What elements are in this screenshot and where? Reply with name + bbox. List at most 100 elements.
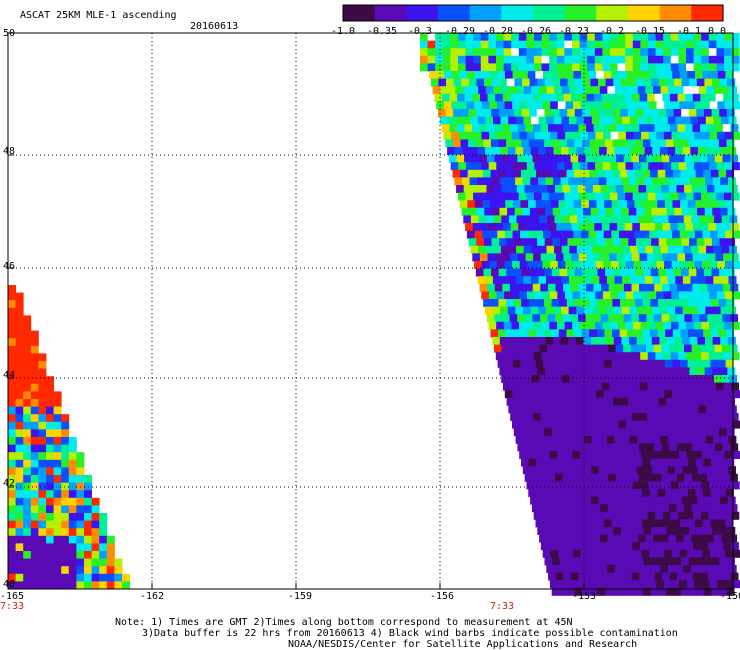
data-cell xyxy=(617,63,626,72)
data-cell xyxy=(697,367,705,376)
data-cell xyxy=(518,33,527,41)
data-cell xyxy=(568,435,577,444)
data-cell xyxy=(568,306,577,315)
data-cell xyxy=(687,489,696,497)
data-cell xyxy=(622,276,631,285)
data-cell xyxy=(685,413,693,421)
data-cell xyxy=(645,504,654,513)
data-cell xyxy=(670,382,679,391)
data-cell xyxy=(15,581,24,590)
data-cell xyxy=(635,587,644,596)
data-cell xyxy=(702,549,711,558)
data-cell xyxy=(528,329,537,338)
data-cell xyxy=(620,428,629,437)
data-cell xyxy=(637,306,645,315)
data-cell xyxy=(519,101,528,110)
data-cell xyxy=(679,420,688,429)
data-cell xyxy=(558,230,567,239)
data-cell xyxy=(711,587,720,596)
data-cell xyxy=(526,192,535,201)
data-cell xyxy=(658,268,667,277)
data-cell xyxy=(572,261,581,269)
data-cell xyxy=(640,48,649,57)
data-cell xyxy=(625,321,634,330)
data-cell xyxy=(577,375,586,383)
data-cell xyxy=(642,458,651,467)
data-cell xyxy=(582,428,591,437)
data-cell xyxy=(99,551,108,559)
data-cell xyxy=(607,405,616,414)
data-cell xyxy=(597,109,606,117)
data-cell xyxy=(531,116,539,125)
data-cell xyxy=(726,329,734,338)
data-cell xyxy=(671,580,680,589)
data-cell xyxy=(719,268,728,277)
data-cell xyxy=(580,101,589,110)
data-cell xyxy=(696,428,705,437)
data-cell xyxy=(679,519,688,528)
data-cell xyxy=(531,405,540,414)
data-cell xyxy=(587,192,596,201)
data-cell xyxy=(558,200,567,209)
data-cell xyxy=(661,185,670,193)
data-cell xyxy=(106,581,115,590)
data-cell xyxy=(99,566,108,575)
data-cell xyxy=(91,535,100,544)
data-cell xyxy=(15,383,24,392)
data-cell xyxy=(582,78,591,87)
data-cell xyxy=(465,192,474,201)
data-cell xyxy=(560,207,569,216)
data-cell xyxy=(730,124,739,133)
data-cell xyxy=(507,207,516,216)
data-cell xyxy=(528,200,537,209)
data-cell xyxy=(691,473,700,482)
data-cell xyxy=(550,101,559,110)
data-cell xyxy=(702,519,711,528)
data-cell xyxy=(545,337,554,345)
colorbar-label: -0.35 xyxy=(366,26,398,37)
data-cell xyxy=(665,458,674,467)
data-cell xyxy=(46,543,54,552)
data-cell xyxy=(571,511,580,520)
data-cell xyxy=(643,238,652,247)
lon-label-153: -153 xyxy=(572,591,597,602)
data-cell xyxy=(23,376,32,385)
data-cell xyxy=(672,359,681,368)
data-cell xyxy=(708,542,717,551)
data-cell xyxy=(674,367,683,376)
data-cell xyxy=(728,435,737,444)
data-cell xyxy=(494,283,503,292)
data-cell xyxy=(556,223,565,231)
data-cell xyxy=(597,557,606,566)
data-cell xyxy=(681,557,690,566)
data-cell xyxy=(708,93,716,102)
data-cell xyxy=(729,344,738,353)
data-cell xyxy=(458,63,466,72)
data-cell xyxy=(8,376,16,385)
data-cell xyxy=(683,375,692,383)
data-cell xyxy=(652,306,661,315)
data-cell xyxy=(648,291,657,300)
data-cell xyxy=(574,109,583,117)
data-cell xyxy=(595,451,604,459)
data-cell xyxy=(504,101,513,110)
data-cell xyxy=(571,223,580,231)
data-cell xyxy=(38,558,47,567)
data-cell xyxy=(637,245,646,254)
data-cell xyxy=(642,329,651,338)
data-cell xyxy=(721,565,730,573)
data-cell xyxy=(595,321,603,330)
data-cell xyxy=(576,405,585,414)
data-cell xyxy=(506,139,515,148)
data-cell xyxy=(15,361,24,369)
data-cell xyxy=(507,147,516,155)
data-cell xyxy=(524,473,533,482)
data-cell xyxy=(610,580,619,589)
data-cell xyxy=(662,124,671,133)
data-cell xyxy=(684,283,693,292)
data-cell xyxy=(697,306,706,315)
data-cell xyxy=(552,557,561,566)
data-cell xyxy=(575,367,584,376)
data-cell xyxy=(678,40,687,49)
data-cell xyxy=(581,359,590,368)
